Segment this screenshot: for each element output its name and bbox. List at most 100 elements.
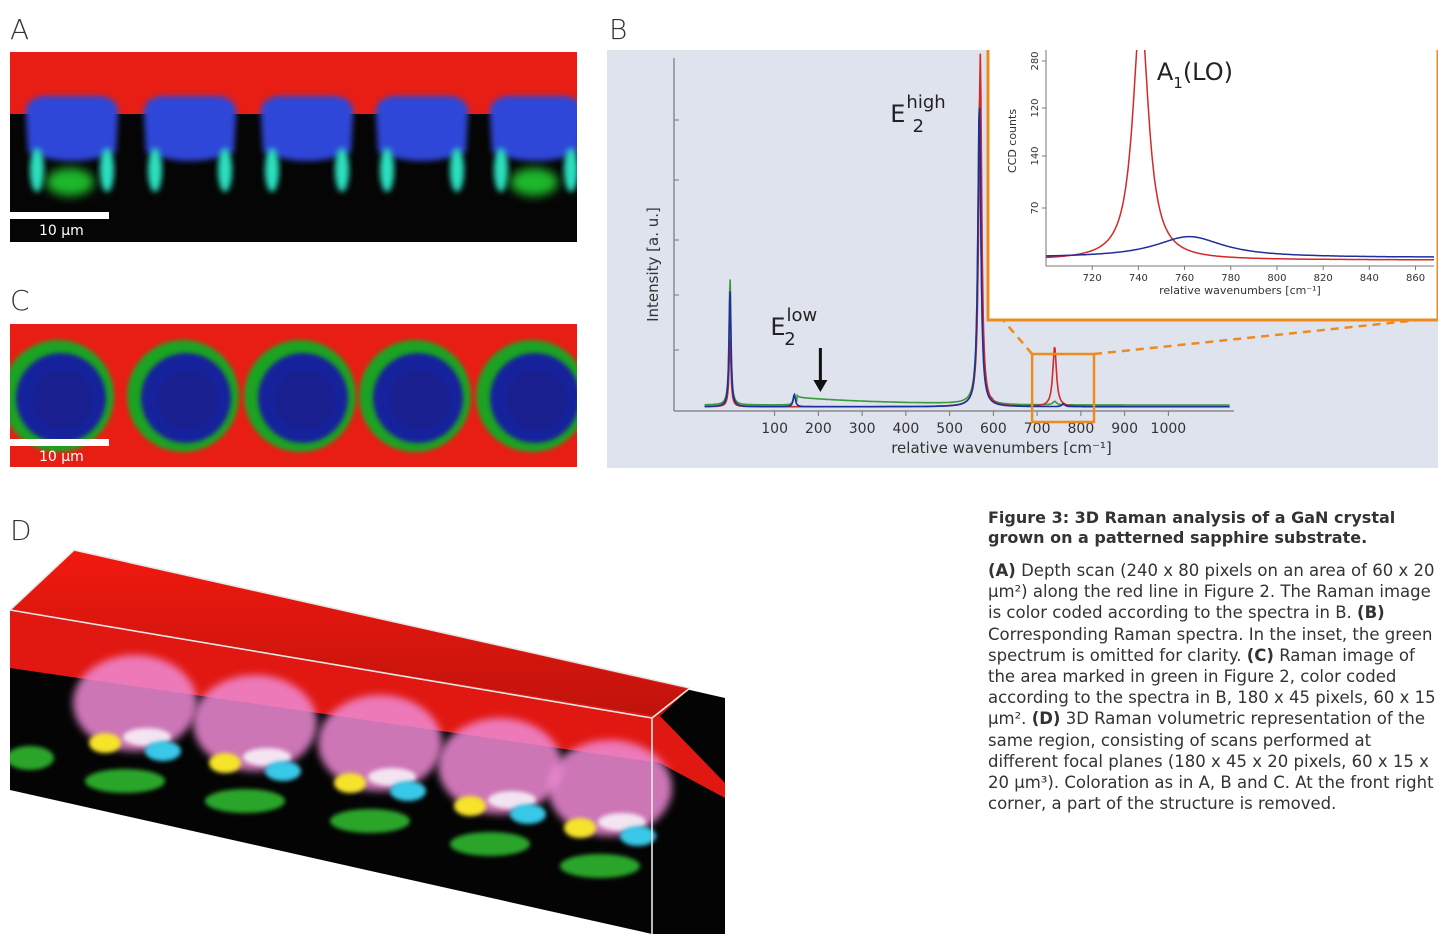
cyan-edge [265, 761, 301, 781]
caption-label-a: (A) [988, 561, 1016, 580]
green-deposit [510, 168, 558, 196]
raman-map-rings [10, 340, 577, 452]
x-tick-label: 400 [893, 421, 920, 437]
pink-domain [548, 740, 672, 836]
green-edge [148, 148, 162, 192]
green-deposit [85, 769, 165, 793]
blue-center [33, 370, 93, 430]
inset-x-axis-label: relative wavenumbers [cm⁻¹] [1159, 284, 1321, 297]
blue-center [390, 370, 450, 430]
caption-label-c: (C) [1246, 645, 1274, 665]
zoom-region-box [1030, 352, 1096, 424]
pink-domain [73, 655, 197, 751]
green-edge [494, 148, 508, 192]
panel-a-depth-scan-image: 10 µm [10, 52, 577, 242]
panel-b-raman-spectra: 100 200 300 400 500 600 700 800 900 1000 relative … [607, 50, 1438, 468]
panel-label-c: C [10, 284, 30, 317]
inset-y-tick-label: 120 [1030, 98, 1041, 117]
green-edge [218, 148, 232, 192]
blue-center [507, 370, 567, 430]
pink-domain [193, 675, 317, 771]
green-deposit [205, 789, 285, 813]
yellow-edge [334, 773, 366, 793]
inset-y-tick-label: 140 [1030, 146, 1041, 165]
pink-domain [318, 695, 442, 791]
x-tick-label: 800 [1068, 421, 1095, 437]
caption-text-d: 3D Raman volumetric representation of th… [988, 709, 1434, 814]
x-axis-label: relative wavenumbers [cm⁻¹] [891, 439, 1112, 457]
green-edge [30, 148, 44, 192]
panel-d-3d-volume-image [10, 548, 725, 934]
annotation-e2-low: Elow 2 [770, 305, 817, 350]
volume-render-graphic [10, 549, 725, 934]
yellow-edge [454, 796, 486, 816]
green-edge [380, 148, 394, 192]
green-deposit [330, 809, 410, 833]
inset-box [986, 50, 1438, 322]
caption-text-c: Raman image of the area marked in green … [988, 645, 1436, 729]
caption-title: Figure 3: 3D Raman analysis of a GaN cry… [988, 508, 1396, 547]
yellow-edge [564, 818, 596, 838]
caption-body: (A) Depth scan (240 x 80 pixels on an ar… [988, 560, 1436, 814]
inset-x-tick-label: 840 [1360, 273, 1379, 284]
inset-x-tick-label: 740 [1129, 273, 1148, 284]
zoom-connector-right [1093, 316, 1438, 356]
green-edge [265, 148, 279, 192]
cyan-edge [390, 781, 426, 801]
cyan-edge [620, 826, 656, 846]
caption-text-a: Depth scan (240 x 80 pixels on an area o… [988, 561, 1435, 623]
green-deposit [10, 746, 54, 770]
inset-x-tick-label: 780 [1221, 273, 1240, 284]
green-deposit [450, 832, 530, 856]
depth-scan-graphic [10, 52, 577, 242]
x-tick-label: 1000 [1151, 421, 1187, 437]
panel-label-a: A [10, 13, 30, 46]
depth-scan-features [25, 96, 577, 196]
inset-x-tick-label: 760 [1175, 273, 1194, 284]
raman-spectra-chart: 100 200 300 400 500 600 700 800 900 1000 relative … [644, 50, 1438, 457]
annotation-e2-high: Ehigh 2 [890, 92, 945, 137]
cyan-edge [145, 741, 181, 761]
x-tick-label: 200 [805, 421, 832, 437]
yellow-edge [209, 753, 241, 773]
x-tick-label: 900 [1111, 421, 1138, 437]
inset-spectrum-0 [1046, 50, 1434, 261]
scale-bar-c-label: 10 µm [39, 449, 84, 465]
raman-map-graphic [10, 324, 577, 467]
green-edge [100, 148, 114, 192]
x-tick-label: 700 [1024, 421, 1051, 437]
blue-domain [489, 96, 577, 161]
blue-domain [143, 96, 237, 161]
yellow-edge [89, 733, 121, 753]
inset-x-tick-label: 820 [1314, 273, 1333, 284]
scale-bar-a-label: 10 µm [39, 223, 84, 239]
figure-caption: Figure 3: 3D Raman analysis of a GaN cry… [988, 508, 1436, 814]
arrow-head [813, 380, 828, 392]
pink-domain [438, 718, 562, 814]
blue-domain [25, 96, 119, 161]
blue-domain [375, 96, 469, 161]
y-axis-label: Intensity [a. u.] [644, 207, 662, 322]
zoom-connector-left [1002, 319, 1034, 355]
panel-label-d: D [10, 514, 32, 547]
inset-y-tick-label: 70 [1030, 202, 1041, 215]
caption-label-d: (D) [1031, 709, 1061, 729]
caption-label-b: (B) [1357, 603, 1385, 623]
green-deposit [560, 854, 640, 878]
x-tick-label: 100 [761, 421, 788, 437]
x-tick-label: 300 [849, 421, 876, 437]
panel-c-raman-image: 10 µm [10, 324, 577, 467]
cyan-edge [510, 804, 546, 824]
inset-spectrum-1 [1046, 235, 1435, 258]
volume-features [10, 655, 672, 878]
blue-domain [260, 96, 354, 161]
green-edge [335, 148, 349, 192]
inset-x-tick-label: 720 [1083, 273, 1102, 284]
inset-y-tick-label: 280 [1030, 51, 1041, 70]
annotation-a1-lo: A1(LO) [1157, 58, 1233, 92]
inset-x-tick-label: 800 [1267, 273, 1286, 284]
panel-label-b: B [609, 13, 628, 46]
green-edge [450, 148, 464, 192]
green-edge [564, 148, 577, 192]
spectrum-line-2 [704, 107, 1230, 408]
